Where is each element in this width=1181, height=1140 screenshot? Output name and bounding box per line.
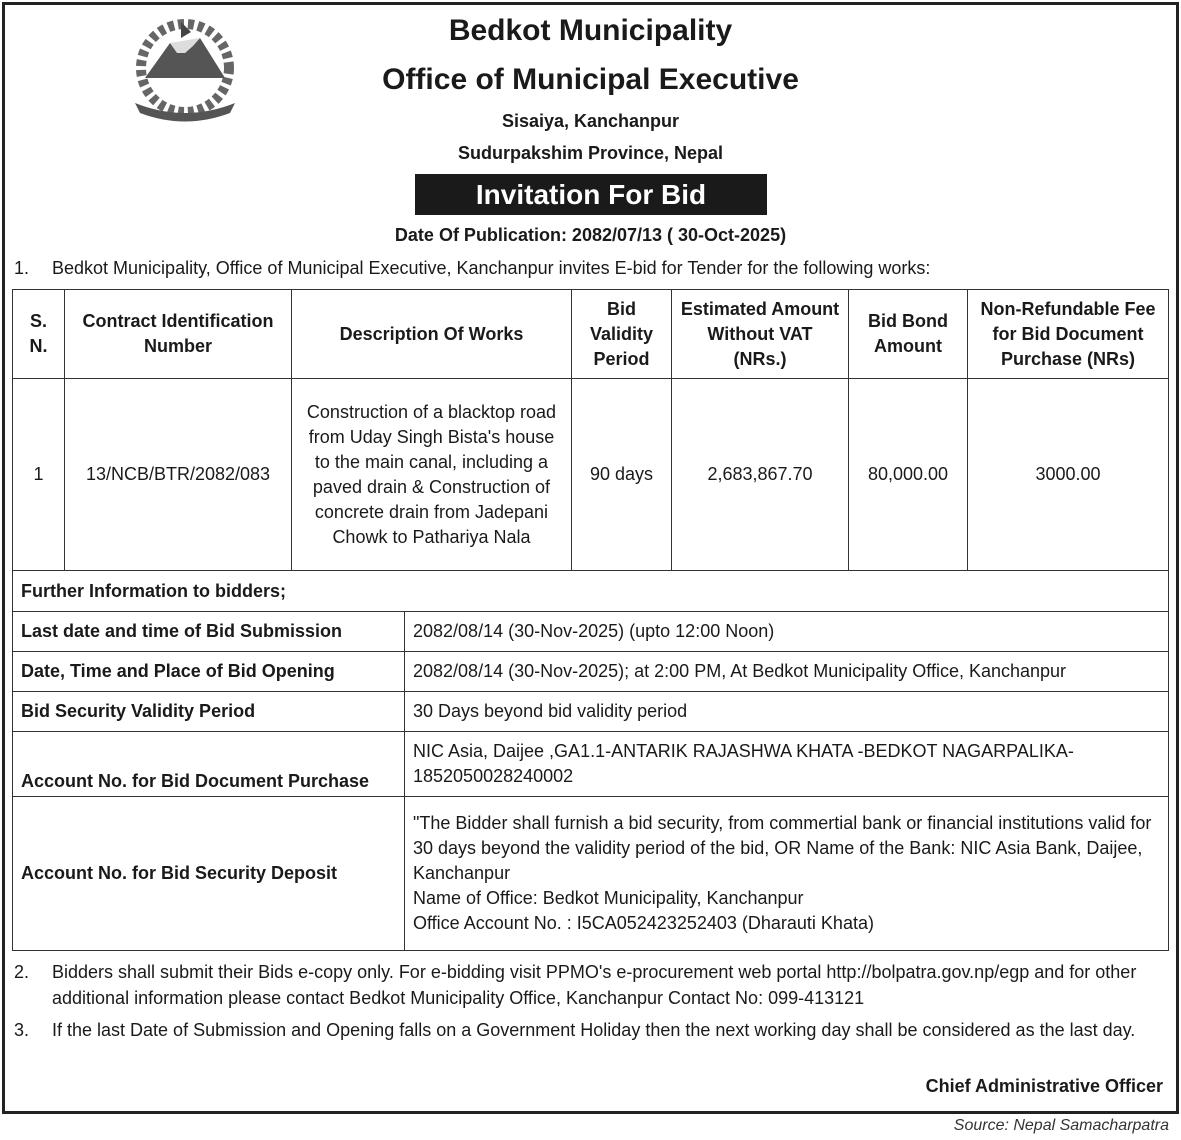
col-header-bid-bond: Bid Bond Amount xyxy=(848,289,968,379)
cell-fee: 3000.00 xyxy=(967,378,1169,571)
info-value: NIC Asia, Daijee ,GA1.1-ANTARIK RAJASHWA… xyxy=(404,731,1169,797)
cell-sn: 1 xyxy=(12,378,65,571)
col-header-contract-id: Contract Identification Number xyxy=(64,289,292,379)
cell-estimated-amount: 2,683,867.70 xyxy=(671,378,849,571)
info-label: Account No. for Bid Security Deposit xyxy=(12,796,405,951)
address-line-1: Sisaiya, Kanchanpur xyxy=(501,111,680,131)
source-credit: Source: Nepal Samacharpatra xyxy=(953,1117,1169,1134)
office-name: Office of Municipal Executive xyxy=(382,63,799,96)
item-2: 2. Bidders shall submit their Bids e-cop… xyxy=(0,959,1181,1019)
info-value-line: Name of Office: Bedkot Municipality, Kan… xyxy=(413,888,804,908)
info-value: 30 Days beyond bid validity period xyxy=(404,691,1169,732)
publication-date: Date Of Publication: 2082/07/13 ( 30-Oct… xyxy=(394,225,787,245)
col-header-description: Description Of Works xyxy=(291,289,572,379)
info-value-line: Office Account No. : I5CA052423252403 (D… xyxy=(413,913,874,933)
info-row: Account No. for Bid Document Purchase NIC… xyxy=(12,731,1169,797)
info-value-line: "The Bidder shall furnish a bid security… xyxy=(413,813,1152,883)
cell-bid-bond: 80,000.00 xyxy=(848,378,968,571)
col-header-sn: S. N. xyxy=(12,289,65,379)
signatory: Chief Administrative Officer xyxy=(925,1076,1163,1096)
further-info-heading: Further Information to bidders; xyxy=(12,570,1169,612)
works-table: S. N. Contract Identification Number Des… xyxy=(12,289,1169,571)
info-row: Account No. for Bid Security Deposit "Th… xyxy=(12,796,1169,951)
col-header-validity: Bid Validity Period xyxy=(571,289,672,379)
item-text: Bidders shall submit their Bids e-copy o… xyxy=(52,962,1137,1008)
item-number: 2. xyxy=(14,962,30,982)
info-value: 2082/08/14 (30-Nov-2025) (upto 12:00 Noo… xyxy=(404,611,1169,652)
info-label: Account No. for Bid Document Purchase xyxy=(12,731,405,797)
item-number: 1. xyxy=(14,258,30,278)
col-header-fee: Non-Refundable Fee for Bid Document Purc… xyxy=(967,289,1169,379)
cell-contract-id: 13/NCB/BTR/2082/083 xyxy=(64,378,292,571)
notice-title: Invitation For Bid xyxy=(415,174,767,215)
info-value: "The Bidder shall furnish a bid security… xyxy=(404,796,1169,951)
cell-validity: 90 days xyxy=(571,378,672,571)
info-label: Bid Security Validity Period xyxy=(12,691,405,732)
col-header-estimated-amount: Estimated Amount Without VAT (NRs.) xyxy=(671,289,849,379)
item-number: 3. xyxy=(14,1020,30,1040)
cell-description: Construction of a blacktop road from Uda… xyxy=(291,378,572,571)
item-text: If the last Date of Submission and Openi… xyxy=(52,1020,1136,1040)
info-value: 2082/08/14 (30-Nov-2025); at 2:00 PM, At… xyxy=(404,651,1169,692)
municipality-name: Bedkot Municipality xyxy=(448,14,733,47)
table-header-row: S. N. Contract Identification Number Des… xyxy=(12,289,1169,379)
address-line-2: Sudurpakshim Province, Nepal xyxy=(457,143,724,163)
item-3: 3. If the last Date of Submission and Op… xyxy=(0,1017,1181,1073)
info-label: Last date and time of Bid Submission xyxy=(12,611,405,652)
notice-frame xyxy=(2,2,1179,1114)
nepal-emblem-logo xyxy=(135,19,235,122)
info-row: Bid Security Validity Period 30 Days beyo… xyxy=(12,691,1169,732)
further-info-table: Further Information to bidders; Last dat… xyxy=(12,570,1169,951)
info-label: Date, Time and Place of Bid Opening xyxy=(12,651,405,692)
item-text: Bedkot Municipality, Office of Municipal… xyxy=(52,258,931,278)
info-row: Date, Time and Place of Bid Opening 2082/… xyxy=(12,651,1169,692)
info-row: Last date and time of Bid Submission 2082… xyxy=(12,611,1169,652)
table-row: 1 13/NCB/BTR/2082/083 Construction of a … xyxy=(12,378,1169,571)
